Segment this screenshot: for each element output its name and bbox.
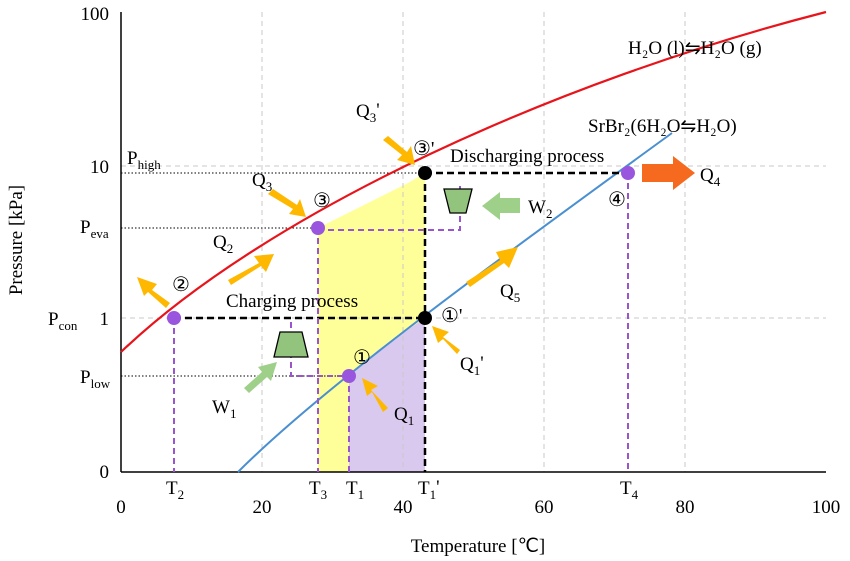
- arrow-q3prime-icon: [383, 136, 415, 165]
- grid: [121, 12, 826, 472]
- y-axis-label: Pressure [kPa]: [6, 185, 27, 295]
- point-4: [621, 166, 635, 180]
- p-eva-label: Peva: [80, 217, 109, 241]
- x-axis-label: Temperature [℃]: [411, 536, 545, 557]
- salt-curve-label: SrBr₂(6H₂O⇋H₂O): [588, 116, 737, 137]
- q1-label: Q1: [394, 404, 414, 428]
- t1prime-label: T1': [418, 477, 440, 502]
- arrow-q4-icon: [642, 156, 695, 190]
- p-high-label: Phigh: [127, 148, 161, 172]
- w1-label: W1: [212, 397, 236, 421]
- arrow-q1prime-icon: [432, 326, 460, 354]
- arrow-q3-icon: [268, 189, 306, 217]
- point-3prime: [418, 166, 432, 180]
- t3-label: T3: [309, 478, 327, 502]
- point-1: [342, 369, 356, 383]
- state-2-marker: ②: [172, 274, 190, 296]
- q2-label: Q2: [213, 232, 233, 256]
- arrow-q1-icon: [362, 378, 388, 412]
- x-tick-20: 20: [253, 497, 272, 518]
- x-tick-80: 80: [676, 497, 695, 518]
- state-points: [167, 166, 635, 383]
- charging-purple-region: [349, 318, 425, 472]
- arrow-w1-icon: [244, 362, 277, 393]
- compressor-w1-icon: [273, 331, 309, 358]
- state-4-marker: ④: [608, 189, 626, 211]
- arrow-w2-icon: [482, 192, 520, 220]
- x-tick-0: 0: [116, 497, 126, 518]
- point-1prime: [418, 311, 432, 325]
- q5-label: Q5: [500, 281, 520, 305]
- state-3-marker: ③: [313, 190, 331, 212]
- arrow-q2-icon: [228, 254, 274, 285]
- water-curve-label: H₂O (l)⇋H₂O (g): [628, 38, 762, 59]
- water-vapor-curve: [120, 10, 827, 353]
- arrow-out-2-icon: [137, 277, 170, 308]
- y-tick-100: 100: [81, 4, 110, 25]
- x-tick-40: 40: [394, 497, 413, 518]
- q4-label: Q4: [700, 165, 721, 189]
- discharging-process-label: Discharging process: [450, 146, 604, 167]
- state-1-marker: ①: [353, 347, 371, 369]
- state-3prime-marker: ③': [413, 138, 435, 160]
- q3prime-label: Q3': [356, 100, 380, 125]
- p-con-label: Pcon: [48, 309, 78, 333]
- q3-label: Q3: [252, 170, 272, 194]
- y-tick-labels: 0 1 10 100: [81, 4, 110, 483]
- green-arrows: [244, 192, 520, 393]
- x-tick-60: 60: [535, 497, 554, 518]
- point-2: [167, 311, 181, 325]
- x-tick-labels: 0 20 40 60 80 100: [116, 497, 840, 518]
- y-tick-0: 0: [100, 462, 110, 483]
- srbr2-hydrate-curve: [237, 132, 673, 473]
- q1prime-label: Q1': [460, 353, 484, 378]
- point-3: [311, 221, 325, 235]
- y-tick-10: 10: [90, 157, 109, 178]
- t1-label: T1: [346, 478, 364, 502]
- charging-process-label: Charging process: [226, 291, 358, 312]
- t4-label: T4: [620, 478, 639, 502]
- orange-arrows: [137, 136, 518, 412]
- arrow-q5-icon: [466, 247, 518, 287]
- y-tick-1: 1: [100, 309, 110, 330]
- compressor-w2-icon: [443, 188, 473, 214]
- x-tick-100: 100: [812, 497, 841, 518]
- p-low-label: Plow: [80, 367, 111, 391]
- t2-label: T2: [166, 478, 184, 502]
- w2-label: W2: [528, 197, 552, 221]
- state-1prime-marker: ①': [441, 305, 463, 327]
